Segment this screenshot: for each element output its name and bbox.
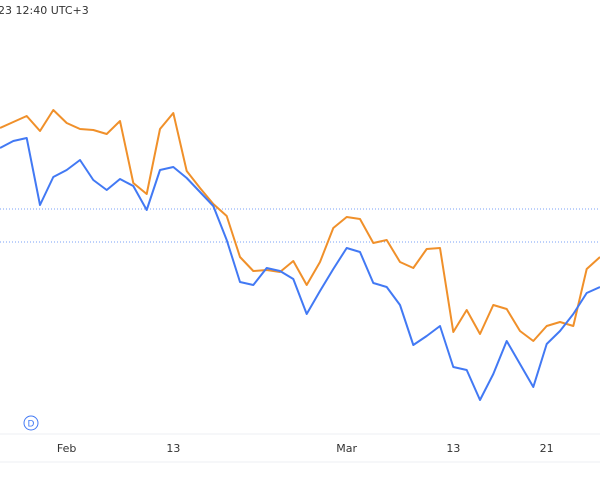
- x-tick-label: 21: [540, 442, 554, 455]
- badge-label[interactable]: D: [28, 420, 35, 430]
- x-tick-label: 13: [166, 442, 180, 455]
- x-tick-label: Feb: [57, 442, 76, 455]
- badge[interactable]: [23, 415, 39, 431]
- timestamp: 23 12:40 UTC+3: [0, 4, 89, 17]
- x-tick-label: 13: [446, 442, 460, 455]
- line-series: [0, 109, 600, 342]
- line-series: [0, 137, 600, 401]
- x-tick-label: Mar: [336, 442, 357, 455]
